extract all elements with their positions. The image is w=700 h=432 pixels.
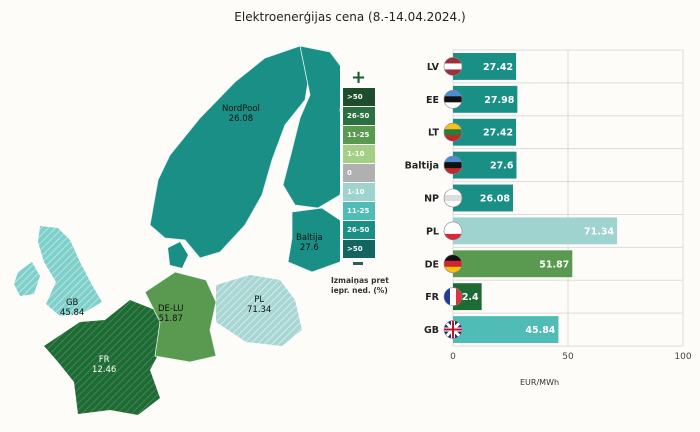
bar-np [453, 184, 513, 212]
flag-baltija-icon [443, 155, 463, 175]
legend-minus-icon [353, 262, 363, 265]
region-de-lu [144, 271, 217, 363]
map-label-name: PL [254, 295, 265, 305]
category-label: LT [428, 128, 439, 139]
bar-ee [453, 85, 518, 113]
map-label-value: 45.84 [60, 308, 85, 318]
flag-gb-icon [443, 320, 463, 339]
map-label-baltija: Baltija 27.6 [296, 233, 323, 253]
bar-value-label: 27.98 [484, 95, 514, 106]
region-denmark [168, 242, 188, 268]
bar-lv [453, 53, 517, 80]
map-label-de-lu: DE-LU 51.87 [158, 304, 184, 324]
flag-pl-icon [443, 221, 463, 241]
map-label-name: NordPool [222, 104, 260, 114]
bar-de [453, 250, 573, 278]
legend-item: >50 [343, 88, 375, 107]
legend: >50 26-50 11-25 1-10 0 1-10 11-25 26-50 >50 [343, 88, 375, 259]
map-label-name: GB [65, 298, 79, 308]
x-tick-label: 100 [674, 352, 691, 362]
flag-lv-icon [443, 57, 463, 76]
legend-item: 11-25 [343, 202, 375, 221]
bar-value-label: 27.42 [483, 128, 513, 139]
map-label-value: 12.46 [92, 365, 117, 375]
legend-item: 1-10 [343, 145, 375, 164]
bar-value-label: 51.87 [539, 259, 569, 270]
map-label-name: Baltija [296, 233, 323, 243]
region-baltics [287, 207, 340, 273]
map-label-fr: FR 12.46 [92, 355, 116, 375]
region-finland [282, 45, 340, 209]
legend-caption-line2: iepr. ned. (%) [331, 286, 388, 295]
chart-title: Elektroenerģijas cena (8.-14.04.2024.) [234, 10, 466, 24]
legend-item: 26-50 [343, 221, 375, 240]
legend-caption-line1: Izmaiņas pret [331, 276, 389, 285]
map-label-nordpool: NordPool 26.08 [222, 104, 260, 124]
category-label: LV [427, 62, 440, 73]
map-label-name: FR [98, 355, 110, 365]
legend-plus-icon: + [351, 67, 367, 88]
category-label: FR [425, 292, 439, 303]
flag-fr-icon [443, 287, 463, 306]
flag-ee-icon [443, 90, 463, 109]
category-label: Baltija [405, 161, 439, 172]
map-label-gb: GB 45.84 [60, 298, 84, 318]
bar-baltija [453, 151, 517, 179]
flag-np-icon [443, 188, 463, 208]
map-label-value: 71.34 [247, 305, 272, 315]
x-axis-label: EUR/MWh [520, 378, 560, 387]
bar-pl [453, 217, 618, 245]
bar-value-label: 12.4 [455, 292, 479, 303]
flag-de-icon [443, 254, 463, 274]
bar-value-label: 26.08 [480, 194, 510, 205]
category-label: DE [425, 259, 439, 270]
category-label: PL [426, 226, 439, 237]
x-tick-label: 0 [450, 352, 456, 362]
legend-item: >50 [343, 240, 375, 259]
map-label-value: 26.08 [228, 114, 254, 124]
legend-item: 26-50 [343, 107, 375, 126]
bar-gb [453, 316, 559, 343]
x-tick-label: 50 [562, 352, 574, 362]
legend-item: 0 [343, 164, 375, 183]
legend-item: 11-25 [343, 126, 375, 145]
region-pl [216, 275, 302, 346]
bar-lt [453, 118, 517, 146]
legend-caption: Izmaiņas pret iepr. ned. (%) [331, 276, 389, 296]
region-ireland [14, 262, 40, 296]
bar-value-label: 71.34 [584, 226, 614, 237]
region-fr [44, 300, 166, 415]
category-label: EE [426, 95, 439, 106]
bar-value-label: 27.6 [490, 161, 514, 172]
map-label-name: DE-LU [158, 304, 184, 314]
map-label-value: 27.6 [299, 243, 319, 253]
bar-value-label: 27.42 [483, 62, 513, 73]
category-label: NP [424, 194, 439, 205]
map-label-value: 51.87 [158, 314, 183, 324]
map-label-pl: PL 71.34 [247, 295, 271, 315]
region-scandinavia [149, 45, 311, 259]
region-gb [38, 226, 102, 316]
bar-value-label: 45.84 [525, 325, 555, 336]
legend-item: 1-10 [343, 183, 375, 202]
europe-map [14, 45, 340, 415]
category-label: GB [424, 325, 439, 336]
flag-lt-icon [443, 122, 463, 142]
